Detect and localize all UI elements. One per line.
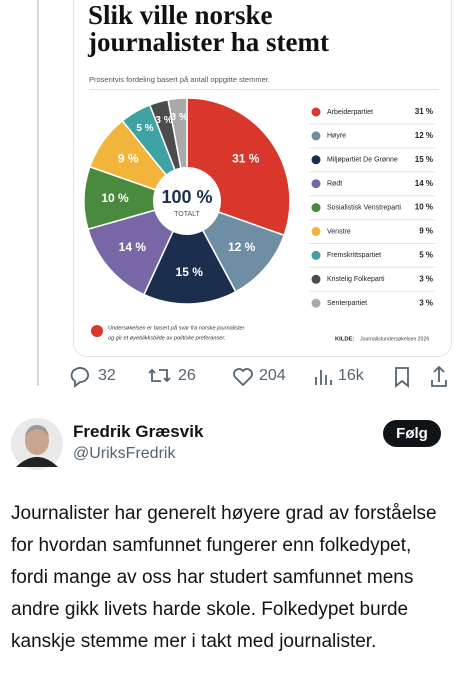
legend-value: 3 % (419, 274, 433, 283)
legend-value: 10 % (415, 203, 433, 212)
legend-label: Kristelig Folkeparti (327, 276, 385, 283)
chart-title: Slik ville norske journalister ha stemt (88, 0, 329, 57)
center-hole (153, 167, 221, 235)
legend-value: 5 % (419, 251, 433, 260)
chart: 31 %12 %15 %14 %10 %9 %5 %3 %3 %100 %TOT… (83, 97, 435, 343)
legend-value: 31 % (415, 107, 433, 116)
slice-label: 10 % (101, 191, 129, 205)
legend-value: 3 % (419, 298, 433, 307)
follow-button[interactable]: Følg (383, 420, 441, 447)
view-count: 16k (338, 367, 364, 384)
slice-label: 12 % (228, 240, 256, 254)
legend-label: Sosialistisk Venstreparti (327, 204, 401, 211)
legend-label: Miljøpartiet De Grønne (327, 157, 398, 164)
author-handle[interactable]: @UriksFredrik (73, 445, 176, 462)
action-icons (70, 365, 447, 388)
legend-swatch (311, 131, 321, 141)
legend-swatch (311, 298, 321, 308)
legend-swatch (311, 203, 321, 213)
legend-value: 14 % (415, 179, 433, 188)
note-text: og gir et øyeblikksbilde av politiske pr… (108, 335, 226, 341)
legend-value: 9 % (419, 227, 433, 236)
note-text: Undersøkelsen er basert på svar fra nors… (108, 324, 246, 331)
repost-count: 26 (178, 367, 196, 384)
chart-subtitle: Prosentvis fordeling basert på antall op… (89, 75, 270, 84)
legend-label: Høyre (327, 133, 346, 140)
reply-icon[interactable] (70, 367, 89, 388)
legend-swatch (311, 227, 321, 236)
legend-swatch (311, 155, 321, 165)
legend-value: 12 % (415, 131, 433, 140)
legend-label: Arbeiderpartiet (327, 109, 373, 116)
legend-label: Venstre (327, 228, 351, 235)
slice-label: 15 % (176, 265, 204, 279)
bookmark-icon[interactable] (395, 367, 409, 388)
legend-swatch (311, 107, 321, 117)
slice-label: 3 % (171, 112, 188, 123)
center-value: 100 % (161, 187, 212, 207)
views-icon[interactable] (315, 370, 332, 385)
author-name[interactable]: Fredrik Græsvik (73, 422, 204, 441)
legend-swatch (311, 250, 321, 260)
avatar[interactable] (10, 417, 64, 471)
like-count: 204 (259, 367, 286, 384)
slice-label: 5 % (136, 123, 153, 134)
like-icon[interactable] (233, 368, 253, 387)
image-card[interactable] (73, 0, 452, 357)
repost-icon[interactable] (148, 368, 171, 383)
divider (89, 89, 439, 90)
legend-swatch (311, 179, 321, 189)
legend-label: Senterpartiet (327, 300, 367, 307)
source-text: Journalistundersøkelsen 2026 (360, 336, 429, 342)
share-icon[interactable] (431, 365, 447, 387)
legend-value: 15 % (415, 155, 433, 164)
post-text: Journalister har generelt høyere grad av… (11, 503, 437, 652)
center-label: TOTALT (174, 211, 200, 218)
slice-label: 9 % (118, 152, 139, 166)
slice-label: 14 % (119, 240, 147, 254)
thread-line (37, 0, 39, 386)
note-icon (91, 325, 103, 337)
reply-count: 32 (98, 367, 116, 384)
legend-label: Rødt (327, 181, 342, 188)
source-label: KILDE: (335, 337, 354, 343)
pie-slice (87, 199, 189, 296)
pie-slice (142, 199, 237, 305)
slice-label: 3 % (155, 115, 172, 126)
slice-label: 31 % (232, 152, 260, 166)
legend-swatch (311, 274, 321, 284)
legend-label: Fremskrittspartiet (327, 252, 381, 259)
